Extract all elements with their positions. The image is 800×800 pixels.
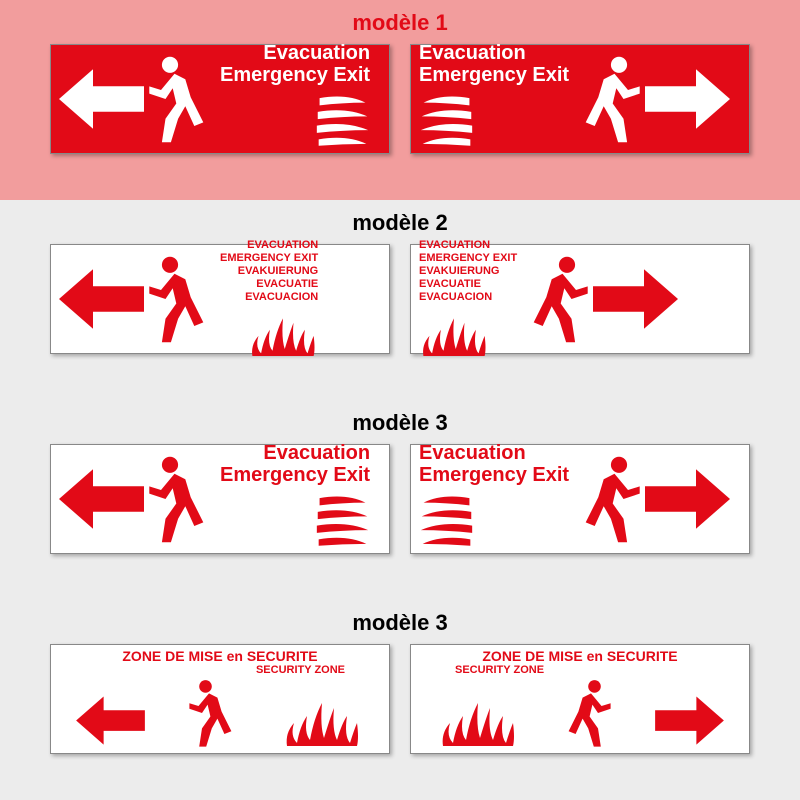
arrow-left-icon <box>59 464 144 534</box>
sign-text-line1: Evacuation <box>263 42 370 64</box>
arrow-left-icon <box>59 64 144 134</box>
swoosh-icon <box>419 86 474 156</box>
security-zone-sign-left: ZONE DE MISE en SECURITE SECURITY ZONE <box>50 644 390 754</box>
exit-sign-right: EVACUATION EMERGENCY EXIT EVAKUIERUNG EV… <box>410 244 750 354</box>
modele-2-section: modèle 2 EVACUATION EMERGENCY EXIT EVAKU… <box>0 200 800 400</box>
sign-text-line2: Emergency Exit <box>220 64 370 86</box>
section-title: modèle 3 <box>0 610 800 636</box>
sign-sub-label: SECURITY ZONE <box>455 664 544 677</box>
exit-sign-left: Evacuation Emergency Exit <box>50 44 390 154</box>
sign-text: EVACUATIE <box>419 278 481 291</box>
arrow-left-icon <box>73 693 148 748</box>
arrow-right-icon <box>652 693 727 748</box>
sign-top-label: ZONE DE MISE en SECURITE <box>122 649 317 664</box>
modele-1-section: modèle 1 Evacuation Emergency Exit <box>0 0 800 200</box>
exit-sign-right: Evacuation Emergency Exit <box>410 44 750 154</box>
exit-sign-left: EVACUATION EMERGENCY EXIT EVAKUIERUNG EV… <box>50 244 390 354</box>
sign-text: EVACUACION <box>245 291 318 304</box>
arrow-right-icon <box>645 64 730 134</box>
sign-text-line1: Evacuation <box>263 442 370 464</box>
sign-text: EVAKUIERUNG <box>419 265 499 278</box>
signs-row: Evacuation Emergency Exit Evacuation Eme… <box>0 44 800 154</box>
modele-3b-section: modèle 3 ZONE DE MISE en SECURITE SECURI… <box>0 600 800 800</box>
sign-text: EMERGENCY EXIT <box>419 252 517 265</box>
sign-text: EVACUACION <box>419 291 492 304</box>
swoosh-icon <box>315 486 370 556</box>
section-title: modèle 1 <box>0 10 800 36</box>
swoosh-icon <box>315 86 370 156</box>
arrow-right-icon <box>645 464 730 534</box>
sign-sub-label: SECURITY ZONE <box>256 664 345 677</box>
running-person-icon <box>523 254 593 344</box>
signs-row: Evacuation Emergency Exit Evacuation Eme… <box>0 444 800 554</box>
sign-text: EVACUATION <box>247 239 318 252</box>
sign-top-label: ZONE DE MISE en SECURITE <box>482 649 677 664</box>
fire-icon <box>419 304 489 359</box>
running-person-icon <box>560 678 615 748</box>
sign-text: EVACUATION <box>419 239 490 252</box>
fire-icon <box>277 688 367 748</box>
running-person-icon <box>575 54 645 144</box>
running-person-icon <box>575 454 645 544</box>
sign-text-line2: Emergency Exit <box>419 464 569 486</box>
sign-text-line2: Emergency Exit <box>220 464 370 486</box>
sign-text-line2: Emergency Exit <box>419 64 569 86</box>
sign-text-line1: Evacuation <box>419 42 526 64</box>
arrow-right-icon <box>593 264 678 334</box>
section-title: modèle 3 <box>0 410 800 436</box>
sign-text: EVACUATIE <box>256 278 318 291</box>
running-person-icon <box>144 454 214 544</box>
sign-text: EVAKUIERUNG <box>238 265 318 278</box>
modele-3-section: modèle 3 Evacuation Emergency Exit E <box>0 400 800 600</box>
signs-row: ZONE DE MISE en SECURITE SECURITY ZONE Z… <box>0 644 800 754</box>
swoosh-icon <box>419 486 474 556</box>
exit-sign-right: Evacuation Emergency Exit <box>410 444 750 554</box>
fire-icon <box>248 304 318 359</box>
running-person-icon <box>185 678 240 748</box>
running-person-icon <box>144 254 214 344</box>
signs-row: EVACUATION EMERGENCY EXIT EVAKUIERUNG EV… <box>0 244 800 354</box>
exit-sign-left: Evacuation Emergency Exit <box>50 444 390 554</box>
section-title: modèle 2 <box>0 210 800 236</box>
sign-text: EMERGENCY EXIT <box>220 252 318 265</box>
security-zone-sign-right: ZONE DE MISE en SECURITE SECURITY ZONE <box>410 644 750 754</box>
fire-icon <box>433 688 523 748</box>
sign-text-line1: Evacuation <box>419 442 526 464</box>
running-person-icon <box>144 54 214 144</box>
arrow-left-icon <box>59 264 144 334</box>
